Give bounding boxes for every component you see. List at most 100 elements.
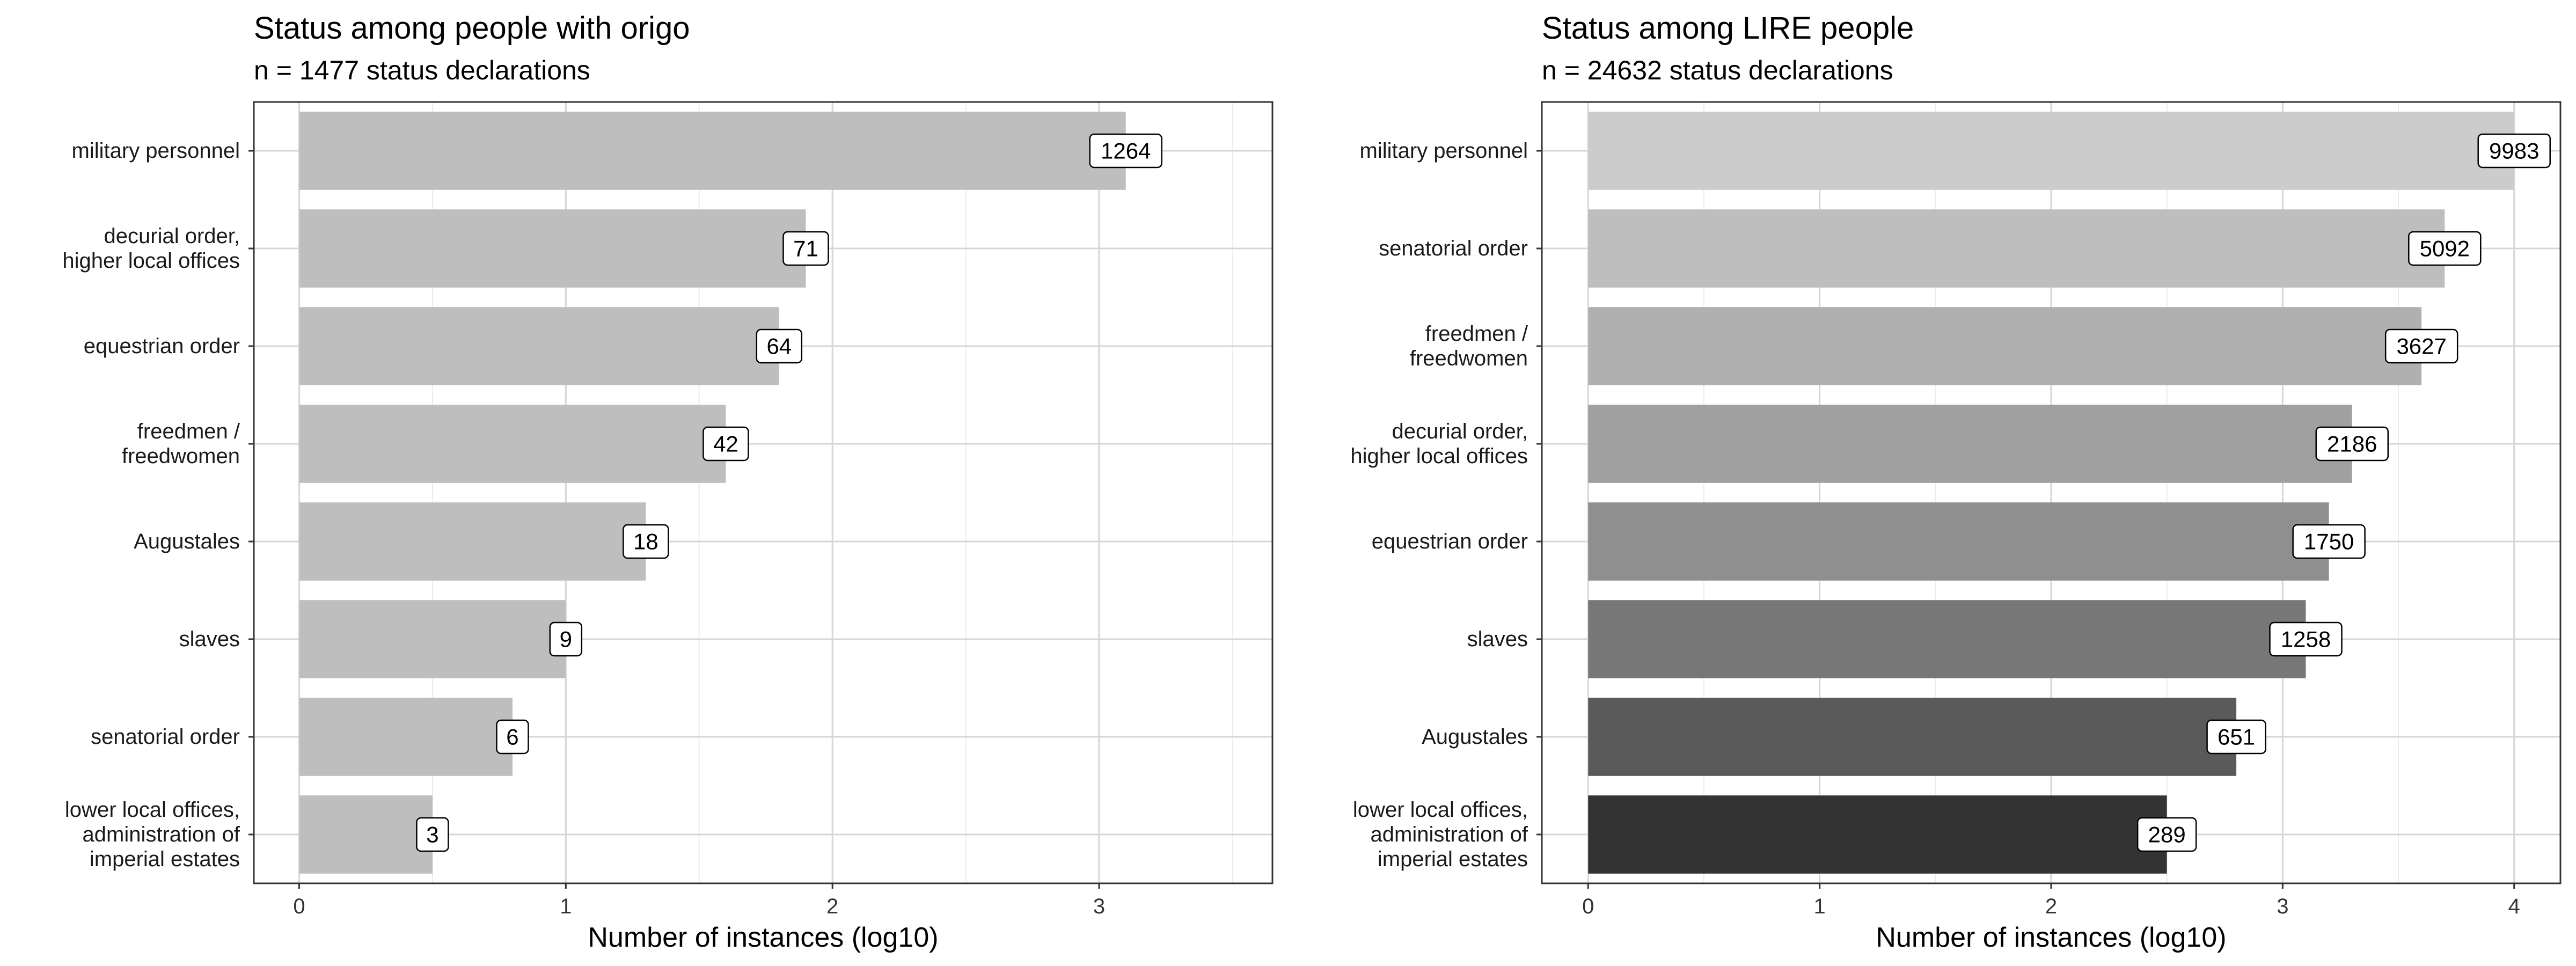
bar — [299, 112, 1126, 190]
data-label-box — [2136, 817, 2197, 852]
category-label-line: freedwomen — [122, 444, 240, 468]
data-label: 42 — [702, 426, 749, 462]
chart-panel-1: Status among people with origo n = 1477 s… — [62, 11, 1274, 953]
chart-subtitle: n = 1477 status declarations — [254, 55, 590, 85]
x-tick-label: 4 — [2508, 895, 2520, 918]
bar — [299, 307, 779, 385]
category-label-line: Augustales — [134, 530, 240, 553]
data-label-text: 6 — [506, 724, 518, 750]
data-label: 9 — [549, 621, 583, 657]
category-label-line: slaves — [1467, 627, 1528, 651]
category-label: senatorial order — [91, 725, 240, 749]
x-tick-label: 0 — [1582, 895, 1594, 918]
x-axis-title: Number of instances (log10) — [588, 922, 938, 953]
bar — [299, 600, 566, 678]
chart-subtitle: n = 24632 status declarations — [1542, 55, 1893, 85]
bar — [299, 698, 513, 776]
category-label-line: higher local offices — [1350, 444, 1528, 468]
category-label-line: higher local offices — [62, 249, 240, 273]
category-label: equestrian order — [1372, 530, 1528, 553]
data-label-box — [756, 328, 803, 364]
category-label: Augustales — [134, 530, 240, 553]
category-label: equestrian order — [84, 334, 240, 358]
category-label-line: freedmen / — [1425, 322, 1528, 346]
category-label-line: administration of — [1371, 823, 1528, 846]
category-label: lower local offices, administration of imp… — [65, 798, 240, 871]
category-label-line: administration of — [83, 823, 240, 846]
category-label-line: lower local offices, — [1353, 798, 1528, 822]
category-label-line: equestrian order — [1372, 530, 1528, 553]
data-label-text: 289 — [2148, 822, 2186, 847]
data-label-box — [2384, 328, 2458, 364]
x-tick-label: 3 — [1093, 895, 1105, 918]
data-label: 1750 — [2292, 524, 2366, 559]
category-label-line: freedmen / — [137, 420, 240, 443]
data-label: 1258 — [2269, 621, 2343, 657]
data-label-box — [496, 719, 529, 755]
data-label: 6 — [496, 719, 529, 755]
category-label: slaves — [179, 627, 240, 651]
category-label-line: imperial estates — [90, 847, 240, 871]
bar — [1588, 600, 2306, 678]
data-label-box — [2206, 719, 2266, 755]
category-label: senatorial order — [1379, 237, 1528, 260]
data-label: 2186 — [2315, 426, 2389, 462]
data-label-text: 651 — [2218, 724, 2255, 750]
category-label: freedmen / freedwomen — [1410, 322, 1528, 370]
data-label: 71 — [782, 231, 829, 266]
data-label-text: 42 — [713, 431, 738, 457]
category-label: slaves — [1467, 627, 1528, 651]
data-label-box — [2269, 621, 2343, 657]
category-label-line: military personnel — [72, 139, 240, 163]
category-label: military personnel — [1360, 139, 1528, 163]
category-label-line: imperial estates — [1378, 847, 1528, 871]
category-label: decurial order, higher local offices — [62, 224, 240, 273]
x-tick-label: 0 — [293, 895, 305, 918]
bar — [1588, 405, 2352, 483]
data-label-text: 71 — [793, 236, 818, 261]
data-label-text: 1258 — [2281, 627, 2331, 652]
bar — [299, 209, 806, 288]
bar — [1588, 698, 2237, 776]
x-tick-label: 1 — [560, 895, 572, 918]
data-label: 5092 — [2408, 231, 2482, 266]
bar — [1588, 209, 2445, 288]
data-label-box — [1089, 133, 1162, 169]
category-label: Augustales — [1422, 725, 1528, 749]
x-tick-label: 1 — [1814, 895, 1826, 918]
chart-title: Status among people with origo — [254, 11, 690, 46]
data-label-text: 9983 — [2489, 138, 2539, 164]
data-label-box — [416, 817, 449, 852]
data-label-box — [2477, 133, 2551, 169]
data-label: 18 — [623, 524, 669, 559]
category-label-line: lower local offices, — [65, 798, 240, 822]
data-label-text: 2186 — [2327, 431, 2377, 457]
bar — [1588, 795, 2167, 874]
x-tick-label: 3 — [2277, 895, 2288, 918]
bar — [1588, 502, 2329, 581]
x-tick-label: 2 — [826, 895, 838, 918]
data-label-box — [2408, 231, 2482, 266]
chart-panel-2: Status among LIRE people n = 24632 status… — [1350, 11, 2562, 953]
data-label: 3627 — [2384, 328, 2458, 364]
category-label-line: Augustales — [1422, 725, 1528, 749]
category-label-line: equestrian order — [84, 334, 240, 358]
bar — [299, 502, 646, 581]
category-label-line: decurial order, — [1392, 420, 1528, 443]
bar — [299, 405, 726, 483]
data-label-box — [549, 621, 583, 657]
category-label-line: senatorial order — [1379, 237, 1528, 260]
category-label-line: freedwomen — [1410, 347, 1528, 370]
category-label: decurial order, higher local offices — [1350, 420, 1528, 468]
data-label-text: 3 — [426, 822, 438, 847]
bar — [1588, 307, 2422, 385]
bar — [299, 795, 433, 874]
data-label: 289 — [2136, 817, 2197, 852]
data-label: 9983 — [2477, 133, 2551, 169]
category-label-line: senatorial order — [91, 725, 240, 749]
data-label-box — [2292, 524, 2366, 559]
data-label-box — [702, 426, 749, 462]
data-label: 651 — [2206, 719, 2266, 755]
data-label-text: 1750 — [2304, 529, 2354, 554]
